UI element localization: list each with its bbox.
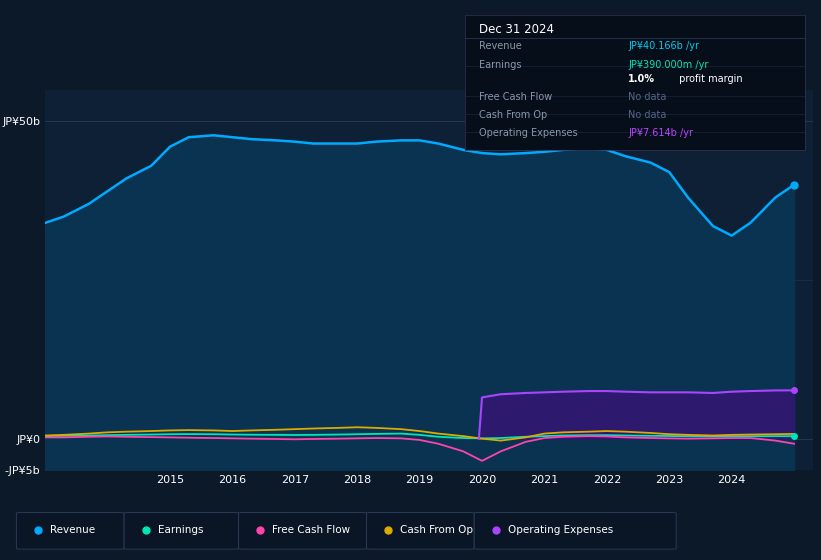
- Text: 1.0%: 1.0%: [628, 74, 655, 85]
- FancyBboxPatch shape: [124, 512, 239, 549]
- Text: Operating Expenses: Operating Expenses: [508, 525, 613, 535]
- Text: Revenue: Revenue: [479, 41, 521, 50]
- Text: No data: No data: [628, 110, 667, 119]
- Text: Cash From Op: Cash From Op: [479, 110, 547, 119]
- Text: Free Cash Flow: Free Cash Flow: [273, 525, 351, 535]
- Text: Free Cash Flow: Free Cash Flow: [479, 92, 552, 102]
- Text: Revenue: Revenue: [50, 525, 95, 535]
- Text: Cash From Op: Cash From Op: [400, 525, 473, 535]
- FancyBboxPatch shape: [239, 512, 366, 549]
- Text: JP¥7.614b /yr: JP¥7.614b /yr: [628, 128, 693, 138]
- Text: Dec 31 2024: Dec 31 2024: [479, 23, 553, 36]
- Text: Earnings: Earnings: [479, 59, 521, 69]
- FancyBboxPatch shape: [475, 512, 677, 549]
- Text: Operating Expenses: Operating Expenses: [479, 128, 577, 138]
- Text: No data: No data: [628, 92, 667, 102]
- Text: JP¥390.000m /yr: JP¥390.000m /yr: [628, 59, 709, 69]
- FancyBboxPatch shape: [16, 512, 124, 549]
- Text: JP¥40.166b /yr: JP¥40.166b /yr: [628, 41, 699, 50]
- Text: Earnings: Earnings: [158, 525, 204, 535]
- Text: profit margin: profit margin: [676, 74, 742, 85]
- FancyBboxPatch shape: [366, 512, 475, 549]
